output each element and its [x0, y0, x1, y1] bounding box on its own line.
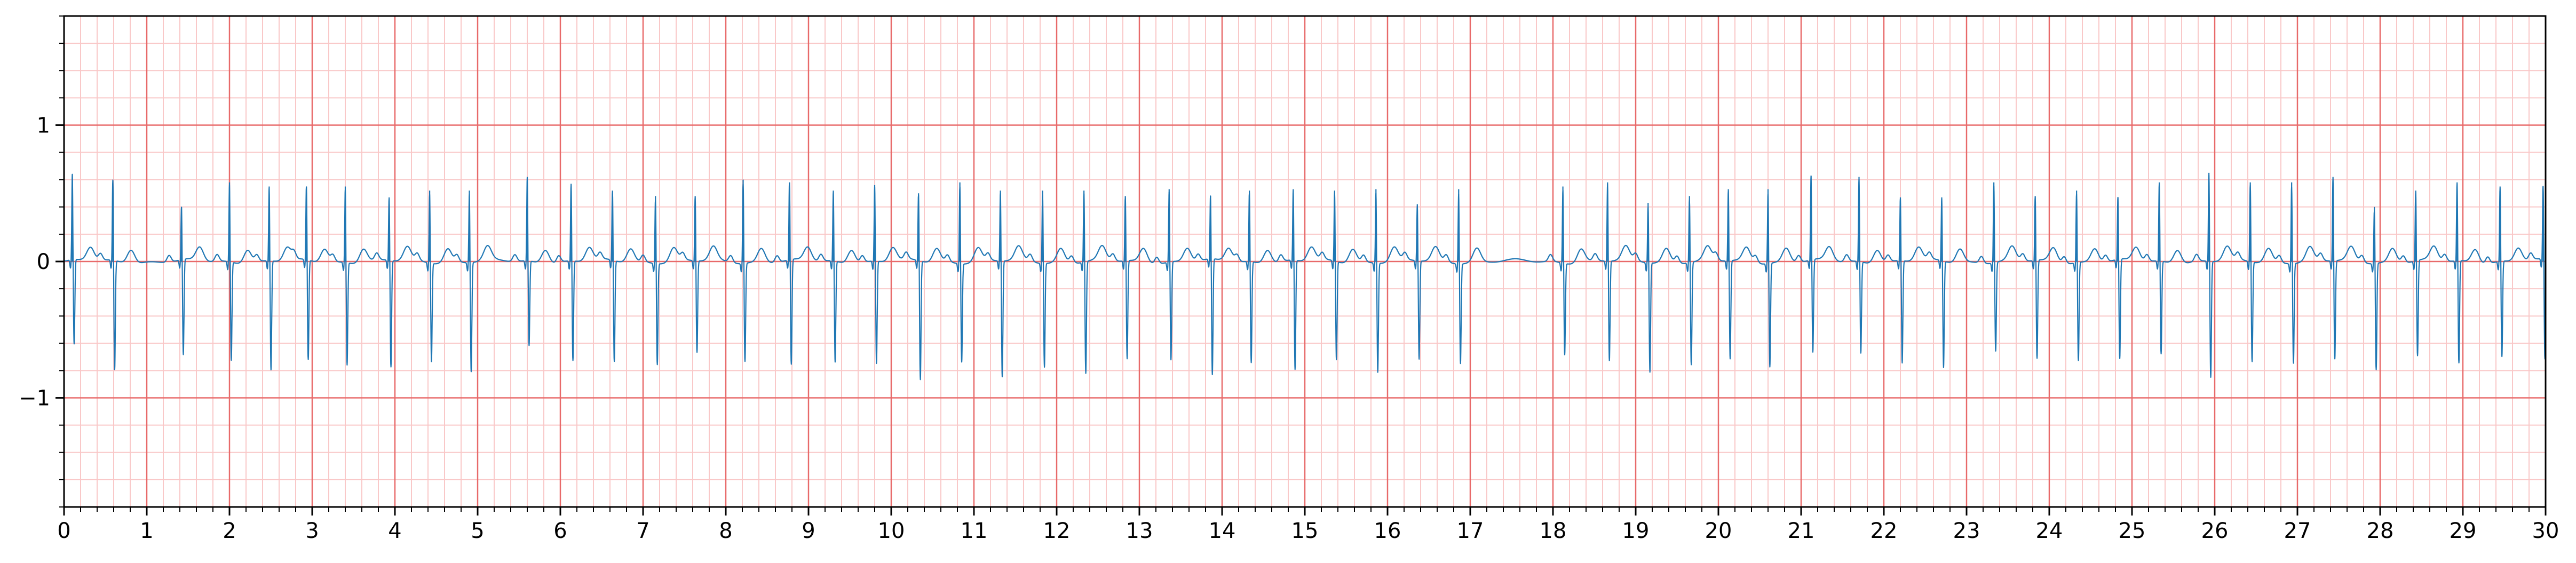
ecg-trace-layer: [64, 172, 2547, 380]
x-tick-label: 15: [1291, 519, 1319, 543]
x-tick-label: 20: [1705, 519, 1732, 543]
y-axis: −1 0 1: [19, 15, 64, 508]
x-tick-label: 24: [2036, 519, 2063, 543]
y-tick-label: 1: [37, 113, 50, 138]
x-tick-label: 16: [1374, 519, 1401, 543]
x-tick-label: 9: [802, 519, 815, 543]
x-tick-label: 6: [553, 519, 567, 543]
x-tick-label: 0: [57, 519, 70, 543]
x-tick-label: 21: [1788, 519, 1815, 543]
x-tick-label: 18: [1540, 519, 1567, 543]
x-tick-label: 11: [961, 519, 988, 543]
x-tick-label: 19: [1622, 519, 1650, 543]
x-tick-label: 10: [878, 519, 905, 543]
x-axis: 0 1 2 3 4 5 6 7 8 9 10 11 12 13 14 15 16 17 18 19 20 21 22 23 24…: [57, 507, 2559, 543]
y-tick-label: 0: [37, 250, 50, 274]
x-tick-label: 26: [2201, 519, 2229, 543]
y-tick-label: −1: [19, 386, 50, 411]
x-tick-label: 8: [719, 519, 732, 543]
ecg-trace-line: [64, 173, 2547, 380]
x-tick-label: 25: [2119, 519, 2146, 543]
x-tick-label: 27: [2284, 519, 2311, 543]
x-tick-label: 17: [1457, 519, 1484, 543]
x-tick-label: 23: [1953, 519, 1980, 543]
x-tick-label: 29: [2450, 519, 2477, 543]
x-tick-label: 5: [471, 519, 484, 543]
x-tick-label: 7: [636, 519, 649, 543]
x-tick-label: 30: [2532, 519, 2559, 543]
x-tick-label: 14: [1209, 519, 1236, 543]
x-tick-label: 22: [1870, 519, 1898, 543]
x-tick-label: 1: [140, 519, 153, 543]
x-tick-label: 12: [1043, 519, 1071, 543]
x-tick-label: 2: [223, 519, 236, 543]
x-tick-label: 4: [388, 519, 401, 543]
x-tick-label: 28: [2367, 519, 2394, 543]
x-tick-label: 3: [305, 519, 319, 543]
x-tick-label: 13: [1126, 519, 1153, 543]
